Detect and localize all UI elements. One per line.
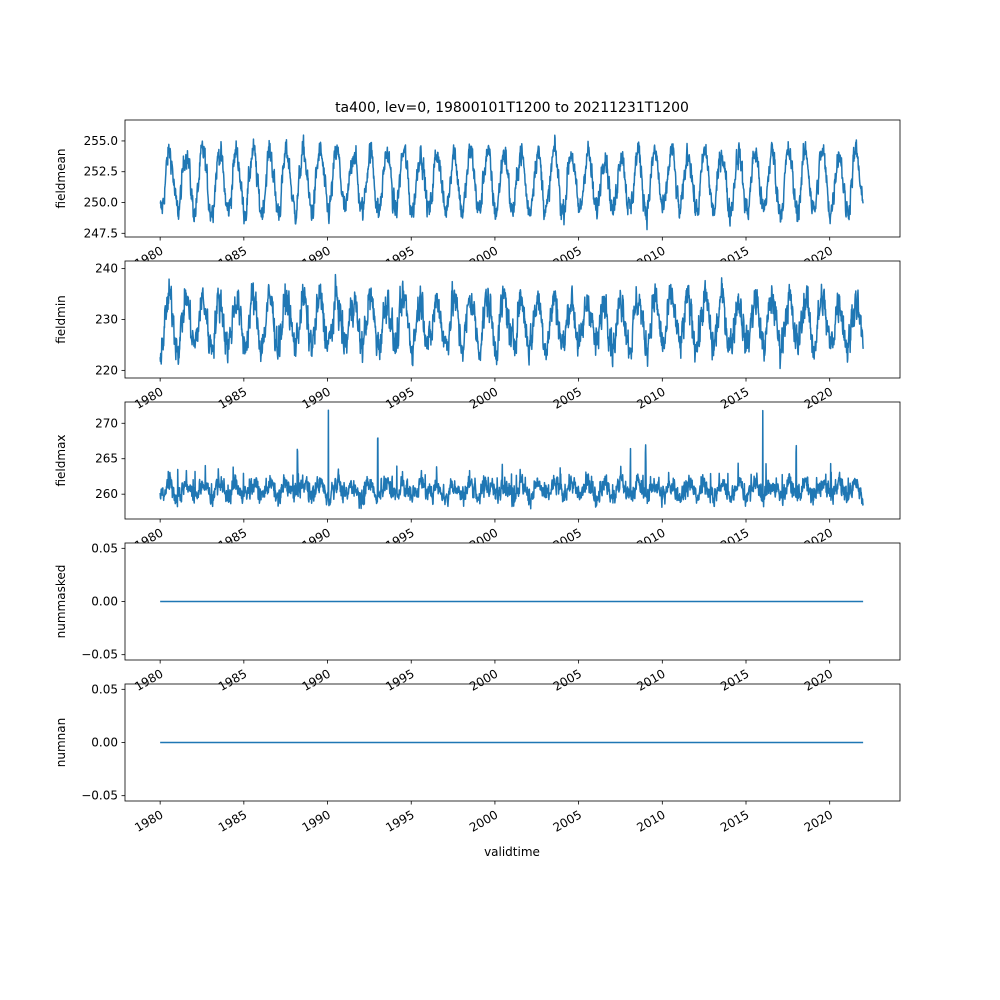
chart-title: ta400, lev=0, 19800101T1200 to 20211231T… [335, 100, 689, 116]
y-axis-label: numnan [54, 718, 68, 767]
y-tick-label: −0.05 [81, 789, 118, 803]
y-tick-label: 265 [95, 452, 118, 466]
y-tick-label: 230 [95, 313, 118, 327]
y-tick-label: −0.05 [81, 648, 118, 662]
y-tick-label: 252.5 [84, 165, 118, 179]
x-axis-label: validtime [484, 845, 540, 859]
y-tick-label: 250.0 [84, 196, 118, 210]
series-line-fieldmin [159, 273, 864, 370]
series-line-fieldmean [159, 134, 864, 231]
y-tick-label: 0.05 [91, 682, 118, 696]
y-tick-label: 240 [95, 262, 118, 276]
y-tick-label: 0.00 [91, 595, 118, 609]
series-line-fieldmax [159, 409, 864, 510]
y-axis-label: nummasked [54, 565, 68, 639]
y-tick-label: 270 [95, 416, 118, 430]
y-axis-label: fieldmax [54, 434, 68, 486]
y-tick-label: 247.5 [84, 226, 118, 240]
y-axis-label: fieldmin [54, 295, 68, 344]
y-tick-label: 220 [95, 363, 118, 377]
y-tick-label: 0.00 [91, 736, 118, 750]
y-tick-label: 255.0 [84, 134, 118, 148]
y-tick-label: 0.05 [91, 541, 118, 555]
y-axis-label: fieldmean [54, 149, 68, 209]
y-tick-label: 260 [95, 487, 118, 501]
